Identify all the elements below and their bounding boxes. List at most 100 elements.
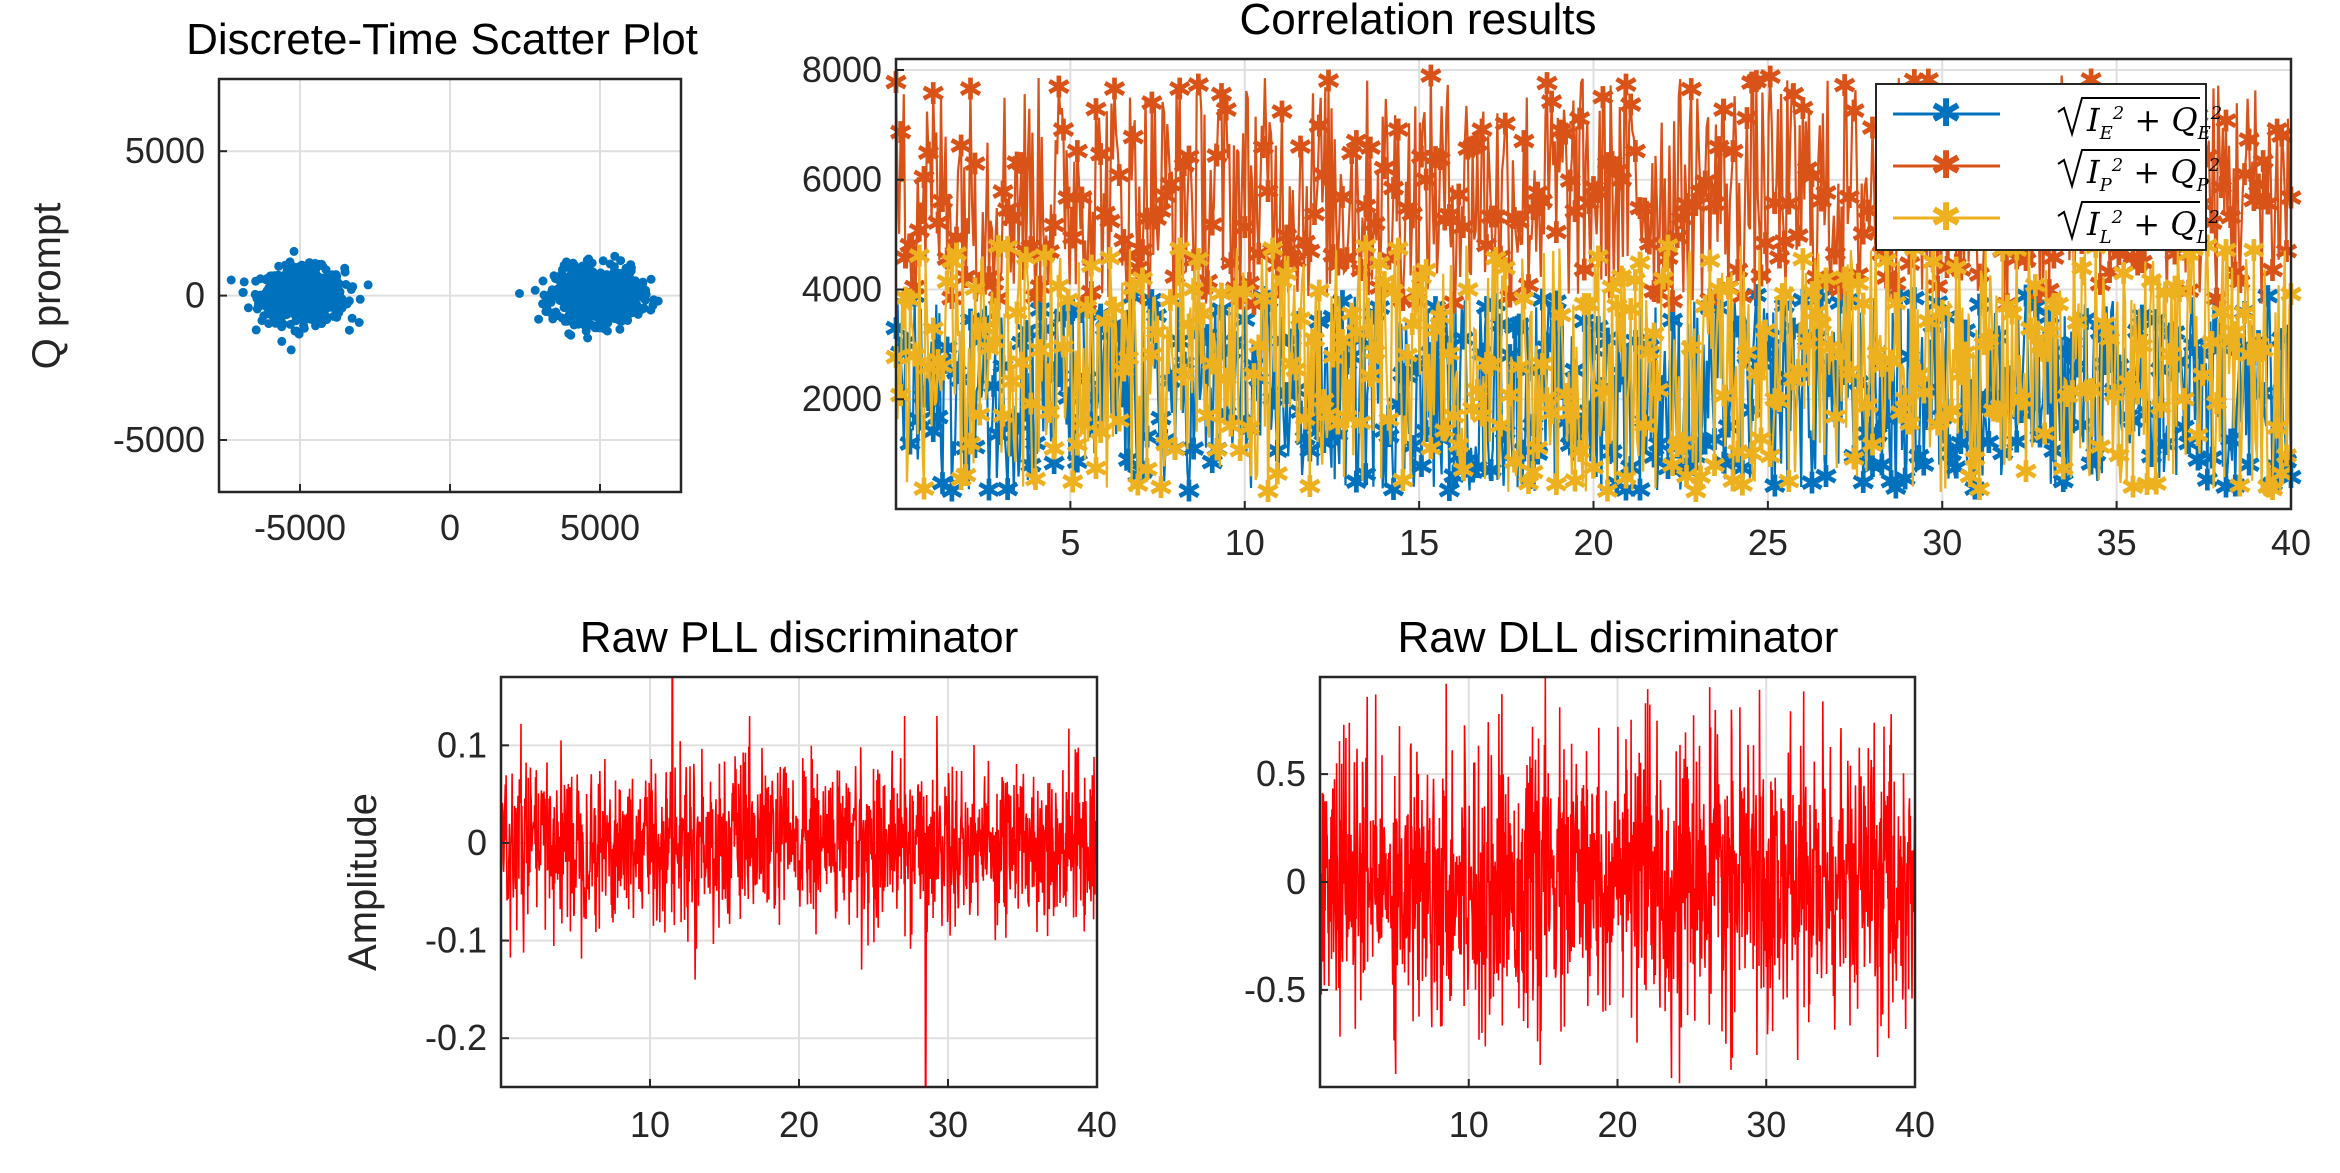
scatter-point — [594, 291, 604, 301]
series-marker: ✱ — [1860, 430, 1885, 463]
y-tick-label: -0.5 — [1244, 969, 1306, 1010]
scatter-point — [303, 306, 313, 316]
series-marker: ✱ — [1395, 340, 1420, 373]
series-marker: ✱ — [916, 353, 941, 386]
series-marker: ✱ — [1958, 461, 1983, 494]
series-marker: ✱ — [1548, 300, 1573, 333]
scatter-point — [556, 275, 566, 285]
scatter-point — [259, 289, 269, 299]
series-marker: ✱ — [1451, 455, 1476, 488]
series-marker: ✱ — [1009, 148, 1034, 181]
series-marker: ✱ — [1646, 375, 1671, 408]
series-marker: ✱ — [2209, 172, 2234, 205]
series-marker: ✱ — [1507, 206, 1532, 239]
series-marker: ✱ — [1088, 417, 1113, 450]
series-marker: ✱ — [1437, 339, 1462, 372]
series-marker: ✱ — [1888, 398, 1913, 431]
series-marker: ✱ — [2055, 381, 2080, 414]
series-marker: ✱ — [1567, 436, 1592, 469]
legend-label-late: IL2 + QL2 — [2057, 201, 2220, 248]
series-marker: ✱ — [990, 177, 1015, 210]
series-marker: ✱ — [1042, 434, 1067, 467]
series-marker: ✱ — [1665, 431, 1690, 464]
series-marker: ✱ — [1795, 329, 1820, 362]
series-marker: ✱ — [1111, 356, 1136, 389]
series-marker: ✱ — [1520, 194, 1545, 227]
y-tick-label: 2000 — [802, 378, 882, 419]
y-tick-label: 0.1 — [437, 724, 487, 765]
series-marker: ✱ — [1325, 409, 1350, 442]
series-marker: ✱ — [2013, 456, 2038, 489]
scatter-point — [583, 309, 593, 319]
series-marker: ✱ — [1962, 474, 1987, 507]
series-marker: ✱ — [990, 400, 1015, 433]
series-marker: ✱ — [1107, 406, 1132, 439]
series-marker: ✱ — [1939, 439, 1964, 472]
series-marker: ✱ — [1311, 159, 1336, 192]
series-marker: ✱ — [981, 268, 1006, 301]
series-marker: ✱ — [1497, 380, 1522, 413]
series-marker: ✱ — [1962, 443, 1987, 476]
series-marker: ✱ — [1493, 109, 1518, 142]
series-marker: ✱ — [1372, 153, 1397, 186]
series-marker: ✱ — [1339, 138, 1364, 171]
series-marker: ✱ — [1734, 337, 1759, 370]
scatter-point — [284, 307, 294, 317]
svg-text:IE2 + QE2: IE2 + QE2 — [2086, 101, 2222, 144]
series-marker: ✱ — [2134, 469, 2159, 502]
scatter-point — [275, 288, 285, 298]
series-marker: ✱ — [1046, 72, 1071, 105]
series-marker: ✱ — [1069, 408, 1094, 441]
series-marker: ✱ — [2018, 314, 2043, 347]
series-marker: ✱ — [1818, 332, 1843, 365]
series-marker: ✱ — [1055, 183, 1080, 216]
series-marker: ✱ — [1083, 453, 1108, 486]
series-marker: ✱ — [1028, 295, 1053, 328]
series-marker: ✱ — [2074, 376, 2099, 409]
series-marker: ✱ — [1576, 289, 1601, 322]
series-marker: ✱ — [1218, 248, 1243, 281]
scatter-point — [238, 288, 248, 297]
series-marker: ✱ — [2274, 236, 2299, 269]
series-marker: ✱ — [1260, 233, 1285, 266]
correlation-legend: ✱ IE2 + QE2 ✱ IP2 + QP2 ✱ IL2 — [1875, 83, 2222, 251]
y-tick-label: -5000 — [113, 419, 205, 460]
series-line-2 — [894, 241, 2293, 493]
series-marker: ✱ — [1200, 349, 1225, 382]
series-marker: ✱ — [1693, 291, 1718, 324]
x-tick-label: 0 — [440, 507, 460, 548]
series-marker: ✱ — [2158, 339, 2183, 372]
dll-signal-line — [1319, 676, 1916, 1084]
series-marker: ✱ — [930, 186, 955, 219]
series-marker: ✱ — [1288, 304, 1313, 337]
series-marker: ✱ — [1228, 435, 1253, 468]
series-marker: ✱ — [1139, 87, 1164, 120]
series-marker: ✱ — [1520, 457, 1545, 490]
series-marker: ✱ — [1297, 236, 1322, 269]
series-marker: ✱ — [953, 460, 978, 493]
series-marker: ✱ — [1093, 307, 1118, 340]
scatter-point — [279, 281, 289, 291]
series-marker: ✱ — [907, 215, 932, 248]
series-marker: ✱ — [1097, 243, 1122, 276]
scatter-point — [629, 300, 639, 310]
series-marker: ✱ — [1944, 453, 1969, 486]
series-marker: ✱ — [1613, 474, 1638, 507]
series-marker: ✱ — [1827, 340, 1852, 373]
series-marker: ✱ — [1683, 476, 1708, 509]
series-marker: ✱ — [1186, 244, 1211, 277]
series-marker: ✱ — [1414, 165, 1439, 198]
series-marker: ✱ — [1344, 317, 1369, 350]
series-marker: ✱ — [1469, 114, 1494, 147]
series-marker: ✱ — [1948, 359, 1973, 392]
series-marker: ✱ — [2218, 326, 2243, 359]
series-marker: ✱ — [2251, 146, 2276, 179]
pll-ticks: 10 20 30 40 0.1 0 -0.1 -0.2 — [425, 724, 1117, 1145]
series-marker: ✱ — [1799, 277, 1824, 310]
series-marker: ✱ — [2223, 317, 2248, 350]
y-tick-label: 8000 — [802, 49, 882, 90]
series-marker: ✱ — [2106, 440, 2131, 473]
scatter-point — [289, 246, 299, 256]
series-marker: ✱ — [1460, 132, 1485, 165]
